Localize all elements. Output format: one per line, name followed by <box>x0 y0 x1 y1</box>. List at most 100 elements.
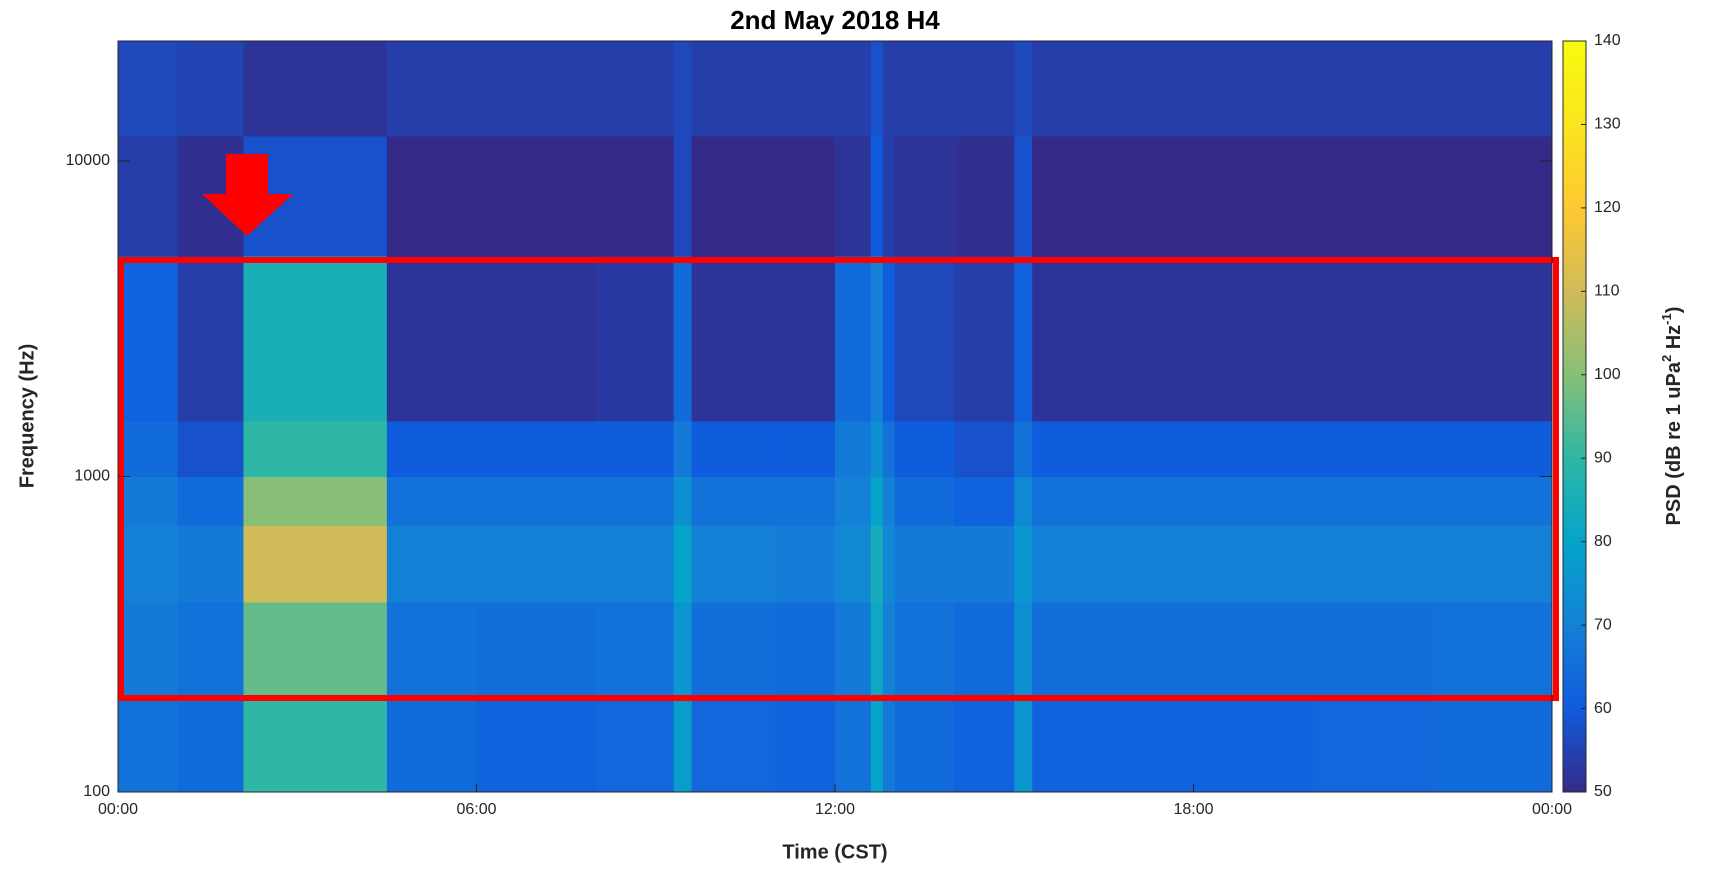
cell <box>775 41 836 137</box>
cell <box>596 420 675 477</box>
cell <box>1313 135 1433 257</box>
cell <box>894 420 955 477</box>
cell <box>596 476 675 526</box>
cell <box>954 697 1015 793</box>
cell <box>870 602 884 698</box>
colorbar-tick-label: 70 <box>1594 616 1612 633</box>
x-tick-label: 00:00 <box>98 801 138 818</box>
colorbar-tick-label: 80 <box>1594 533 1612 550</box>
cell <box>835 135 872 257</box>
cell <box>177 420 244 477</box>
label-part: Hz <box>1663 325 1685 355</box>
cell <box>476 697 597 793</box>
cell <box>596 41 675 137</box>
cell <box>177 476 244 526</box>
cell <box>882 525 896 603</box>
cell <box>954 602 1015 698</box>
cell <box>177 525 244 603</box>
cell <box>177 41 244 137</box>
cell <box>386 420 477 477</box>
cell <box>882 41 896 137</box>
cell <box>243 255 388 422</box>
cell <box>1133 602 1314 698</box>
cell <box>1432 476 1553 526</box>
cell <box>1032 255 1135 422</box>
x-tick-label: 12:00 <box>815 801 855 818</box>
x-tick-label: 06:00 <box>456 801 496 818</box>
colorbar-tick-label: 140 <box>1594 32 1621 49</box>
cell <box>177 697 244 793</box>
cell <box>177 602 244 698</box>
cell <box>1133 525 1314 603</box>
cell <box>386 135 477 257</box>
cell <box>1313 697 1433 793</box>
cell <box>894 255 955 422</box>
highlight-box <box>118 257 1559 701</box>
cell <box>894 135 955 257</box>
cell <box>882 135 896 257</box>
cell <box>882 255 896 422</box>
cell <box>476 420 597 477</box>
cell <box>243 602 388 698</box>
y-tick-label: 1000 <box>74 468 110 485</box>
cell <box>1432 697 1553 793</box>
cell <box>386 41 477 137</box>
cell <box>1313 41 1433 137</box>
cell <box>243 525 388 603</box>
cell <box>775 420 836 477</box>
cell <box>673 525 693 603</box>
label-sup: -1 <box>1659 313 1674 325</box>
cell <box>882 697 896 793</box>
cell <box>386 476 477 526</box>
cell <box>835 525 872 603</box>
cell <box>954 135 1015 257</box>
cell <box>1133 41 1314 137</box>
colorbar-label: PSD (dB re 1 uPa2 Hz-1) <box>1659 307 1685 526</box>
cell <box>835 420 872 477</box>
cell <box>691 135 776 257</box>
cell <box>882 476 896 526</box>
cell <box>673 602 693 698</box>
cell <box>386 697 477 793</box>
cell <box>1313 602 1433 698</box>
cell <box>1032 41 1135 137</box>
cell <box>775 525 836 603</box>
cell <box>691 255 776 422</box>
cell <box>118 41 179 137</box>
cell <box>870 135 884 257</box>
cell <box>870 476 884 526</box>
heatmap <box>118 41 1553 793</box>
cell <box>118 255 179 422</box>
label-part: ) <box>1663 307 1685 314</box>
cell <box>1014 697 1033 793</box>
cell <box>386 602 477 698</box>
cell <box>596 255 675 422</box>
cell <box>1133 420 1314 477</box>
cell <box>894 602 955 698</box>
label-part: PSD (dB re 1 uPa <box>1663 361 1685 525</box>
colorbar-tick-label: 60 <box>1594 700 1612 717</box>
cell <box>1432 525 1553 603</box>
cell <box>596 697 675 793</box>
cell <box>894 697 955 793</box>
cell <box>1032 525 1135 603</box>
cell <box>1133 697 1314 793</box>
cell <box>894 476 955 526</box>
cell <box>775 602 836 698</box>
cell <box>476 255 597 422</box>
cell <box>954 255 1015 422</box>
cell <box>1032 476 1135 526</box>
x-tick-label: 00:00 <box>1532 801 1572 818</box>
cell <box>1133 476 1314 526</box>
cell <box>118 525 179 603</box>
cell <box>954 476 1015 526</box>
cell <box>1032 697 1135 793</box>
cell <box>673 255 693 422</box>
x-tick-label: 18:00 <box>1173 801 1213 818</box>
cell <box>1432 41 1553 137</box>
cell <box>1014 602 1033 698</box>
cell <box>691 697 776 793</box>
cell <box>1014 525 1033 603</box>
